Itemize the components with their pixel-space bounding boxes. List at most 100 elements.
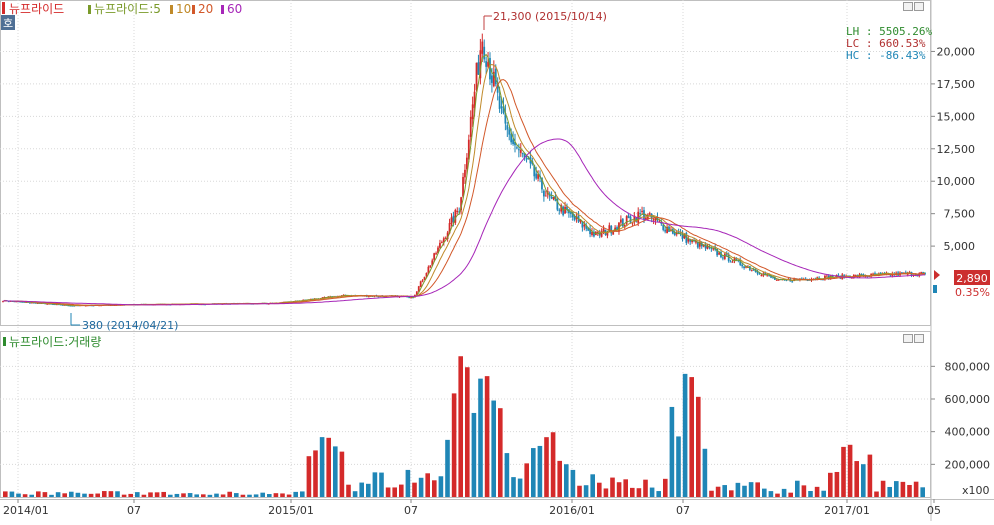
candle-body [21,301,24,303]
volume-bar [121,494,127,497]
candle-body [585,225,588,229]
candle-body [525,158,528,160]
volume-bar [623,479,628,497]
price-panel-close-button[interactable] [914,2,924,11]
candle-body [687,238,690,242]
candle-body [25,301,27,303]
ma5-legend-label[interactable]: 뉴프라이드:5 [94,2,161,16]
candle-body [508,129,511,135]
volume-bar [656,491,661,497]
volume-bar [168,494,173,497]
volume-bar [887,486,892,497]
candle-body [464,169,466,178]
volume-bar [49,494,54,497]
volume-bar [564,464,569,497]
volume-bar [42,492,48,497]
volume-bar [649,487,655,497]
y-axis-ticks: 20,000 17,500 15,000 12,500 10,000 7,500 5,000… [931,45,990,471]
volume-bar [531,448,536,497]
volume-bar [194,494,199,497]
info-lh: LH : 5505.26% [846,25,932,38]
info-lc: LC : 660.53% [846,37,926,50]
volume-legend-label[interactable]: 뉴프라이드:거래량 [9,335,101,349]
candle-body [643,210,645,220]
candle-body [743,266,745,268]
volume-bar [385,487,391,497]
volume-bar [920,487,925,497]
candle-body [377,296,380,298]
candle-body [29,302,31,304]
candle-body [573,216,576,220]
ma20-legend-label[interactable]: 20 [198,2,213,16]
candle-body [489,57,491,80]
candle-body [452,215,455,223]
volume-bar [847,444,853,497]
price-panel-maximize-button[interactable] [903,2,913,11]
ma60-legend-label[interactable]: 60 [227,2,242,16]
candle-body [427,266,430,274]
candle-body [408,297,411,299]
candle-body [623,224,626,228]
volume-panel-maximize-button[interactable] [903,334,913,343]
candle-body [566,206,568,210]
volume-bar [220,494,226,497]
volume-bar [445,439,450,497]
current-candle-mini [933,285,937,293]
candle-body [69,305,72,307]
candle-body [675,232,678,235]
volume-bar [834,471,840,497]
volume-bar [491,400,496,497]
ma10-legend-label[interactable]: 10 [176,2,191,16]
price-panel-frame [0,0,931,326]
candle-body [512,139,514,145]
candle-body [487,62,489,67]
candle-body [415,291,418,295]
current-price-value: 2,890 [956,272,988,285]
volume-bar [913,481,919,497]
candle-body [739,259,742,265]
volume-bar [616,482,622,497]
volume-bar [366,483,371,497]
volume-bar [471,412,477,497]
volume-bar [504,453,510,497]
volume-bar [762,488,767,497]
change-percent: 0.35% [955,286,990,299]
candle-body [772,277,774,279]
candle-body [658,221,661,223]
candle-body [421,280,424,282]
candle-body [462,176,464,197]
candle-body [716,248,719,256]
price-legend-name[interactable]: 뉴프라이드 [9,2,64,16]
volume-bar [372,472,378,497]
volume-bar [82,493,87,497]
candle-body [425,272,428,277]
candle-body [695,241,697,243]
candle-body [758,273,761,275]
candle-body [625,216,628,224]
candle-body [704,244,707,249]
candle-body [645,217,647,220]
candle-body [581,221,584,228]
volume-bar [253,494,259,497]
volume-bar [524,463,529,497]
volume-panel-close-button[interactable] [914,334,924,343]
hoga-badge[interactable] [1,15,15,30]
volume-bar [544,437,549,497]
candle-body [460,197,463,211]
volume-bar [781,488,787,497]
candle-body [770,275,772,278]
candle-body [23,301,26,303]
volume-y-tick-label: 400,000 [945,426,991,439]
candle-body [435,253,437,255]
candle-body [621,218,624,227]
volume-bar [339,451,345,497]
volume-bar [207,494,213,497]
candle-body [552,197,555,200]
candle-body [916,275,919,277]
volume-bar [702,448,708,497]
volume-bar [69,491,74,497]
candle-body [612,231,615,235]
volume-bar [346,484,351,497]
candle-body [439,242,441,248]
